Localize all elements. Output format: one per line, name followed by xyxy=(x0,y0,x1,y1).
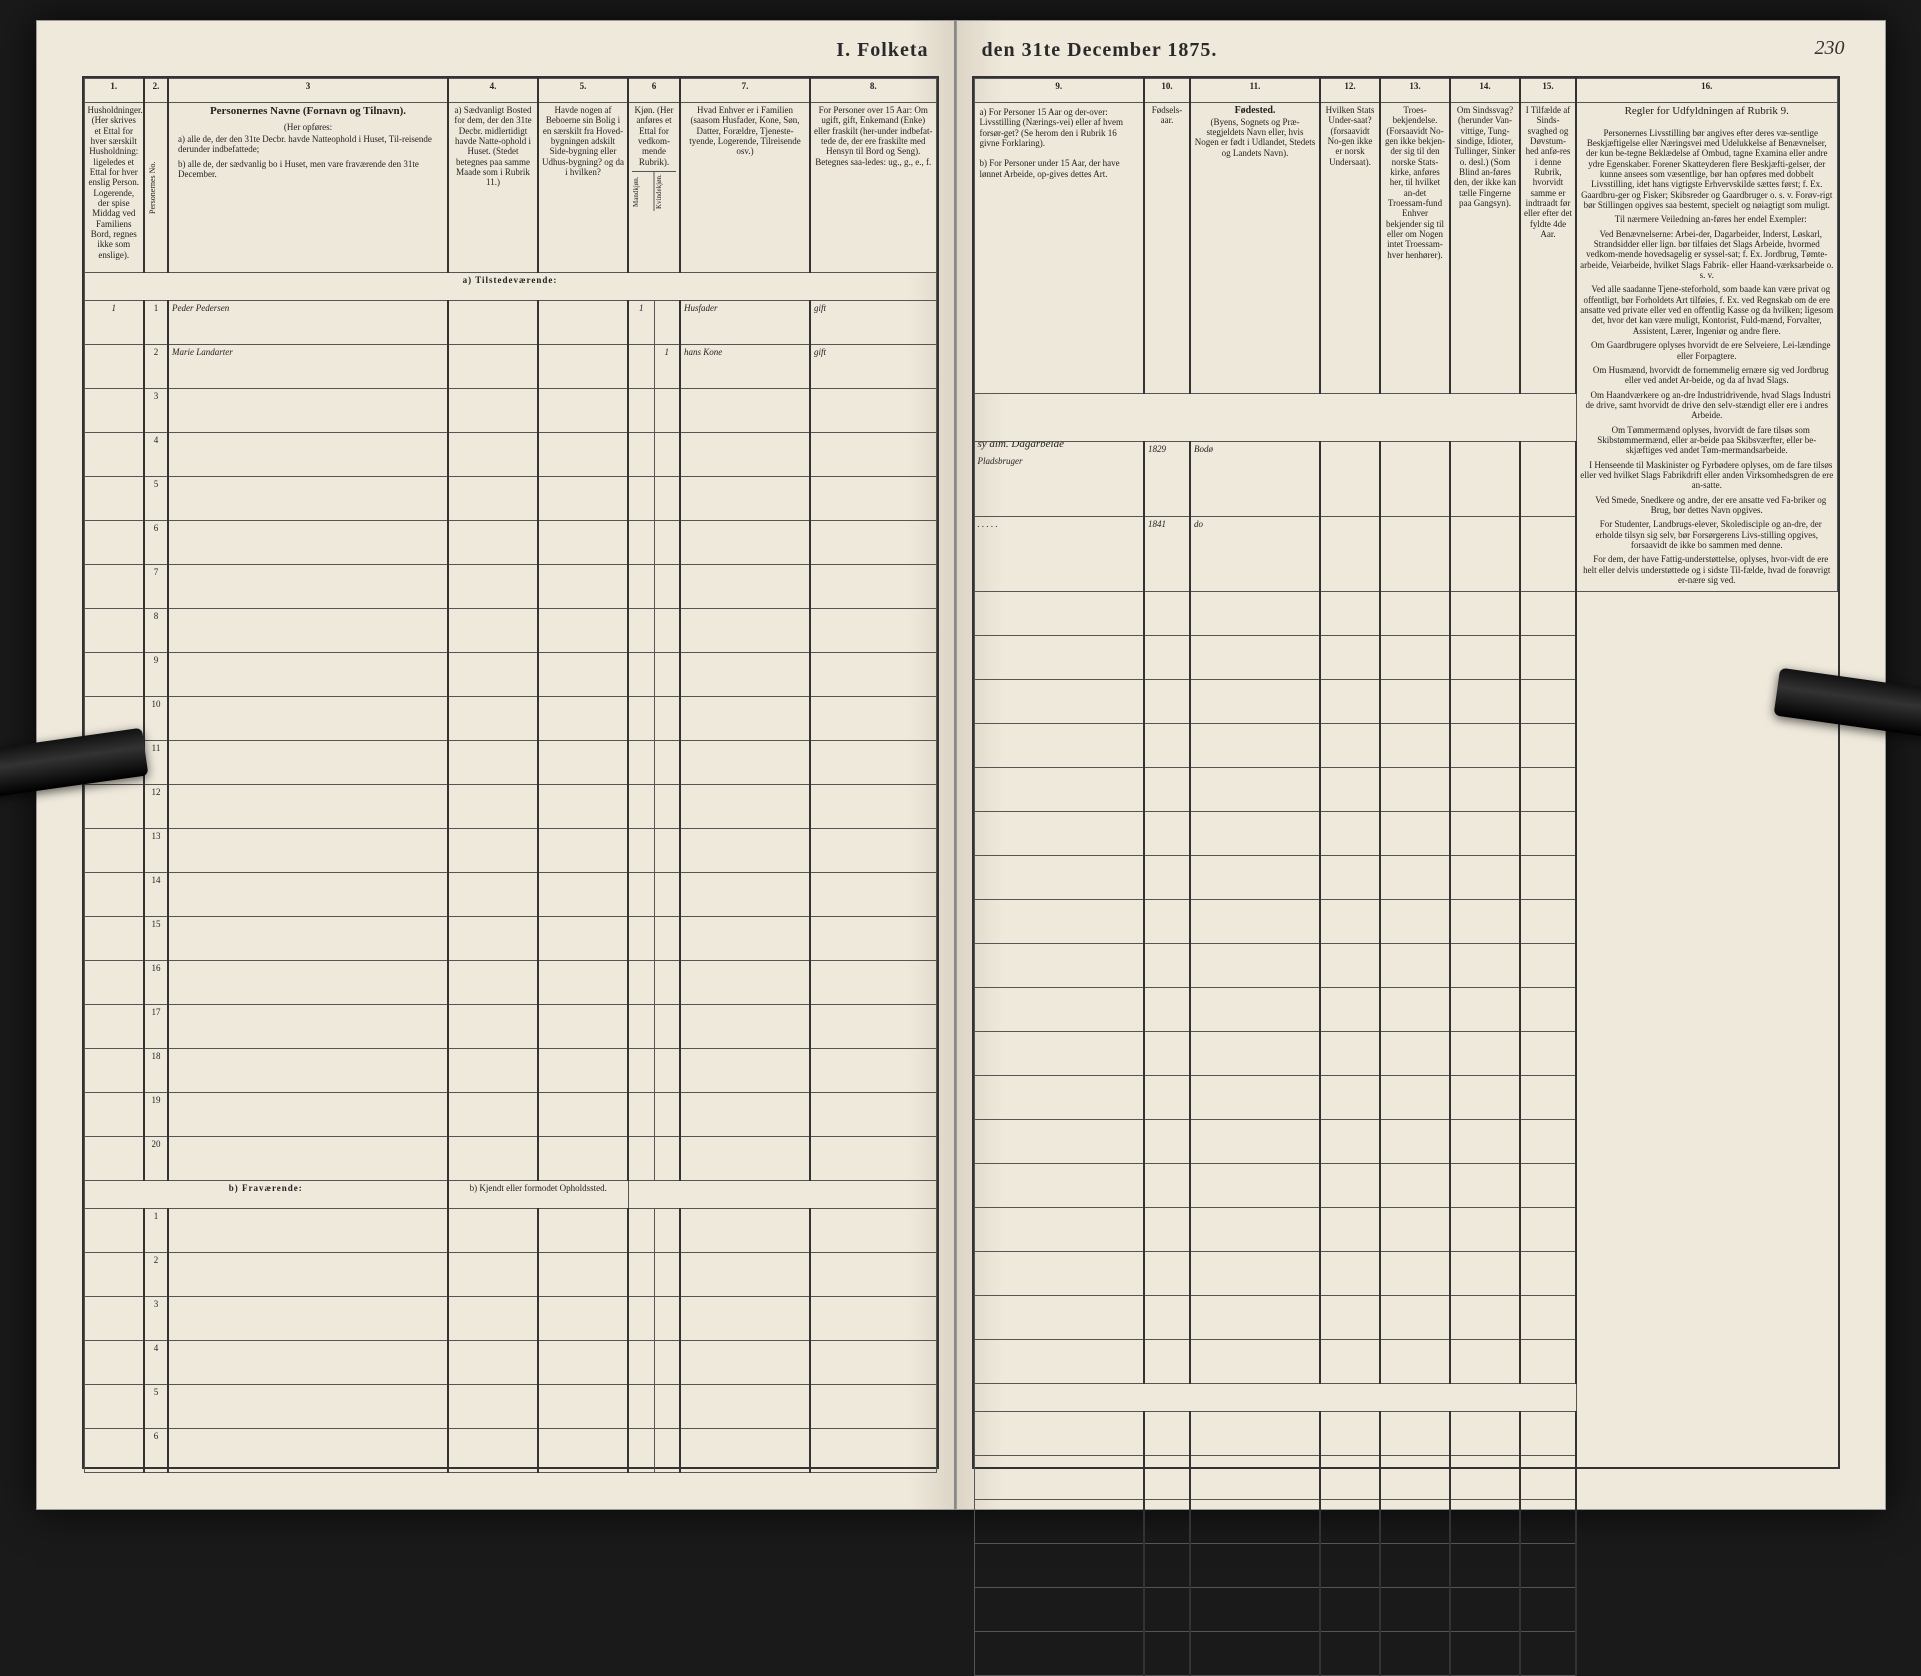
table-row xyxy=(974,1456,1837,1500)
ledger-book: I. Folketa 1. 2. 3 4. 5. 6 7. xyxy=(36,20,1886,1510)
ledger-table-left: 1. 2. 3 4. 5. 6 7. 8. Husholdninger. (He… xyxy=(82,76,939,1469)
table-row xyxy=(974,1076,1837,1120)
section-a-row: a) Tilstedeværende: xyxy=(84,273,936,301)
rules-paragraph: I Henseende til Maskinister og Fyrbødere… xyxy=(1580,460,1834,491)
table-row xyxy=(974,768,1837,812)
table-row xyxy=(974,1164,1837,1208)
page-left: I. Folketa 1. 2. 3 4. 5. 6 7. xyxy=(36,20,956,1510)
rules-paragraph: Ved alle saadanne Tjene-steforhold, som … xyxy=(1580,284,1834,336)
table-row xyxy=(974,1500,1837,1544)
table-row: 2 xyxy=(84,1253,936,1297)
header-row-right: a) For Personer 15 Aar og der-over: Livs… xyxy=(974,103,1837,394)
table-row xyxy=(974,1588,1837,1632)
table-row: 13 xyxy=(84,829,936,873)
table-row: 19 xyxy=(84,1093,936,1137)
table-row xyxy=(974,812,1837,856)
rules-paragraph: For Studenter, Landbrugs-elever, Skoledi… xyxy=(1580,519,1834,550)
header-row-left: Husholdninger. (Her skrives et Ettal for… xyxy=(84,103,936,273)
table-row xyxy=(974,1296,1837,1340)
table-row: 5 xyxy=(84,1385,936,1429)
table-row xyxy=(974,1632,1837,1676)
table-row: 12 xyxy=(84,785,936,829)
table-row: 3 xyxy=(84,1297,936,1341)
table-row: 17 xyxy=(84,1005,936,1049)
table-row: 14 xyxy=(84,873,936,917)
table-row xyxy=(974,944,1837,988)
table-row: 3 xyxy=(84,389,936,433)
section-b-row-right xyxy=(974,1384,1837,1412)
rules-paragraph: For dem, der have Fattig-understøttelse,… xyxy=(1580,554,1834,585)
table-row xyxy=(974,1252,1837,1296)
table-row: 9 xyxy=(84,653,936,697)
table-row: 11 xyxy=(84,741,936,785)
rules-paragraph: Ved Smede, Snedkere og andre, der ere an… xyxy=(1580,495,1834,516)
table-row: 4 xyxy=(84,1341,936,1385)
table-row xyxy=(974,1544,1837,1588)
table-row xyxy=(974,1340,1837,1384)
table-row xyxy=(974,900,1837,944)
table-row xyxy=(974,988,1837,1032)
table-row xyxy=(974,680,1837,724)
table-row: 1 xyxy=(84,1209,936,1253)
table-row: 8 xyxy=(84,609,936,653)
table-row: 15 xyxy=(84,917,936,961)
table-row xyxy=(974,636,1837,680)
table-row: 6 xyxy=(84,1429,936,1473)
page-title-left: I. Folketa xyxy=(27,39,944,62)
table-row: 6 xyxy=(84,521,936,565)
rules-paragraph: Om Tømmermænd oplyses, hvorvidt de fare … xyxy=(1580,425,1834,456)
table-row: 7 xyxy=(84,565,936,609)
table-row xyxy=(974,1120,1837,1164)
table-row: 1 1 Peder Pedersen 1 Husfader gift xyxy=(84,301,936,345)
table-row xyxy=(974,856,1837,900)
table-row xyxy=(974,1412,1837,1456)
table-row: 5 xyxy=(84,477,936,521)
column-number-row: 9. 10. 11. 12. 13. 14. 15. 16. xyxy=(974,79,1837,103)
table-row: 20 xyxy=(84,1137,936,1181)
rules-paragraph: Ved Benævnelserne: Arbei-der, Dagarbeide… xyxy=(1580,229,1834,281)
rules-paragraph: Til nærmere Veiledning an-føres her ende… xyxy=(1580,214,1834,224)
table-row xyxy=(974,1032,1837,1076)
section-b-row: b) Fraværende: b) Kjendt eller formodet … xyxy=(84,1181,936,1209)
table-row: 4 xyxy=(84,433,936,477)
table-row: 2 Marie Landarter 1 hans Kone gift xyxy=(84,345,936,389)
rules-paragraph: Om Haandværkere og an-dre Industridriven… xyxy=(1580,390,1834,421)
rules-paragraph: Personernes Livsstilling bør angives eft… xyxy=(1580,128,1834,211)
rules-column: Regler for Udfyldningen af Rubrik 9. Per… xyxy=(1576,103,1837,592)
ledger-table-right: 9. 10. 11. 12. 13. 14. 15. 16. a) For Pe… xyxy=(972,76,1840,1469)
table-row: 16 xyxy=(84,961,936,1005)
rules-paragraph: Om Husmænd, hvorvidt de fornemmelig ernæ… xyxy=(1580,365,1834,386)
table-row: 10 xyxy=(84,697,936,741)
page-right: den 31te December 1875. 230 9. 10. 11. 1… xyxy=(956,20,1886,1510)
table-row xyxy=(974,724,1837,768)
page-title-right: den 31te December 1875. xyxy=(967,39,1895,62)
rules-paragraph: Om Gaardbrugere oplyses hvorvidt de ere … xyxy=(1580,340,1834,361)
table-row: 18 xyxy=(84,1049,936,1093)
table-row xyxy=(974,1208,1837,1252)
table-row xyxy=(974,592,1837,636)
column-number-row: 1. 2. 3 4. 5. 6 7. 8. xyxy=(84,79,936,103)
